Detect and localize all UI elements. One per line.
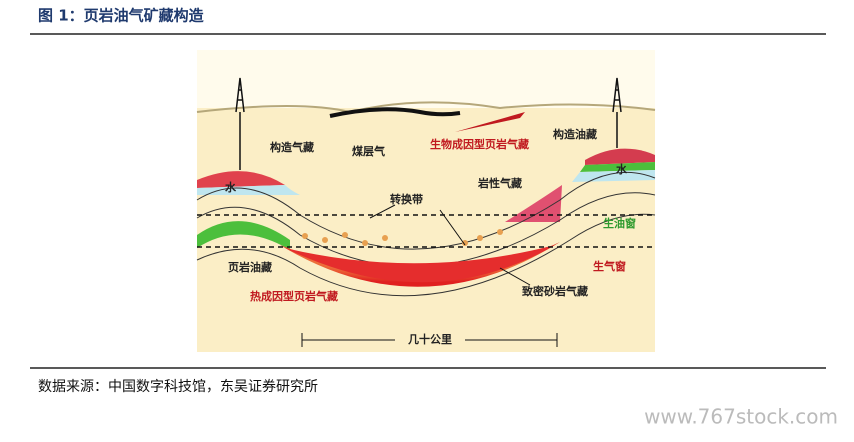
label: 转换带: [390, 192, 423, 206]
layer: [196, 213, 656, 297]
label: 生气窗: [593, 259, 626, 273]
label: 生物成因型页岩气藏: [430, 137, 529, 151]
label: 水: [225, 180, 237, 194]
oil-right: [580, 162, 655, 172]
layer: [196, 171, 656, 250]
coal-seam: [329, 107, 461, 118]
lithologic-gas: [505, 185, 562, 222]
label: 水: [616, 162, 628, 176]
sky: [197, 50, 655, 108]
title: 图 1：页岩油气矿藏构造: [38, 7, 204, 25]
thermal-gas: [280, 242, 560, 287]
scale-label: 几十公里: [408, 332, 452, 346]
label: 岩性气藏: [477, 176, 522, 190]
label: 热成因型页岩气藏: [250, 289, 338, 303]
bio-gas: [455, 112, 525, 132]
label: 构造油藏: [553, 127, 597, 141]
label: 生油窗: [603, 216, 636, 230]
surface: [196, 101, 656, 114]
pointer: [439, 209, 466, 246]
source: 数据来源：中国数字科技馆，东吴证券研究所: [38, 379, 318, 395]
gas-cap-left: [197, 171, 285, 188]
thermal-gas-core: [285, 245, 555, 283]
diagram: 构造气藏 煤层气 生物成因型页岩气藏 构造油藏 水 水 转换带 岩性气藏 生油窗…: [196, 50, 656, 352]
label: 煤层气: [352, 144, 385, 158]
watermark: www.767stock.com: [644, 405, 838, 429]
label: 构造气藏: [270, 140, 314, 154]
label: 页岩油藏: [228, 260, 272, 274]
water-left: [197, 185, 300, 195]
label: 致密砂岩气藏: [522, 284, 588, 298]
shale-oil: [197, 221, 290, 250]
derrick: [235, 77, 622, 170]
pointer: [369, 204, 396, 219]
gas-cap-right: [585, 148, 655, 165]
scale-bg: [395, 331, 465, 349]
pointer: [499, 267, 531, 286]
transition-dots: [302, 229, 503, 246]
